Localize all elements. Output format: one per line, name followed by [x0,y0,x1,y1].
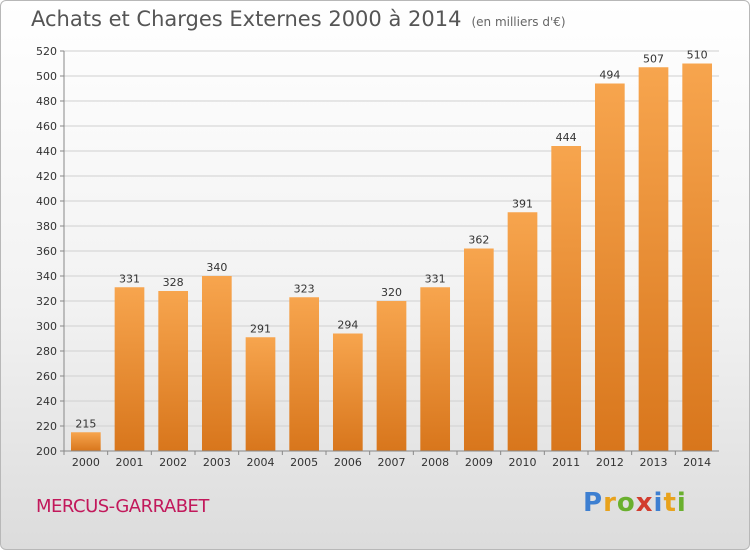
data-labels: 215 331 328 340 291 323 294 320 331 362 391 444 494 5… [75,49,707,431]
data-label: 444 [556,131,577,144]
bar-2010 [507,212,538,451]
x-tick-label: 2013 [640,456,668,469]
place-name: MERCUS-GARRABET [36,496,209,517]
bar-2004 [245,337,276,451]
data-label: 391 [512,197,533,210]
x-tick-label: 2001 [116,456,144,469]
logo-letter: i [653,488,664,518]
y-tick-label: 420 [36,170,57,183]
y-axis: 200 220 240 260 280 300 320 340 360 380 400 420 440 4… [36,45,65,458]
data-label: 494 [599,69,620,82]
x-tick-label: 2007 [378,456,406,469]
x-tick-label: 2003 [203,456,231,469]
y-tick-label: 320 [36,295,57,308]
y-tick-label: 400 [36,195,57,208]
y-tick-label: 520 [36,45,57,58]
y-tick-label: 340 [36,270,57,283]
bar-2005 [289,297,320,451]
data-label: 331 [119,272,140,285]
logo-letter: x [635,488,654,518]
logo-letter: r [603,488,617,518]
data-label: 362 [468,234,489,247]
bar-2002 [158,291,189,451]
bars [70,63,713,451]
y-tick-label: 280 [36,345,57,358]
bar-2008 [420,287,451,451]
x-tick-label: 2010 [509,456,537,469]
x-tick-label: 2011 [552,456,580,469]
bar-2014 [682,63,713,451]
bar-2007 [376,301,407,451]
x-tick-label: 2005 [290,456,318,469]
data-label: 510 [687,49,708,62]
y-tick-label: 220 [36,420,57,433]
bar-2006 [332,333,363,451]
data-label: 328 [163,276,184,289]
y-tick-label: 380 [36,220,57,233]
x-tick-label: 2000 [72,456,100,469]
x-tick-label: 2006 [334,456,362,469]
data-label: 291 [250,322,271,335]
logo-letter: i [676,488,687,518]
y-tick-label: 480 [36,95,57,108]
x-axis: 2000 2001 2002 2003 2004 2005 2006 2007 2008 2009… [63,450,719,469]
y-tick-label: 440 [36,145,57,158]
data-label: 320 [381,286,402,299]
bar-2009 [463,248,494,451]
logo-letter: o [616,488,636,518]
y-tick-label: 200 [36,445,57,458]
x-tick-label: 2004 [247,456,275,469]
data-label: 294 [337,319,358,332]
y-tick-label: 460 [36,120,57,133]
logo-letter: t [663,488,677,518]
data-label: 215 [75,417,96,430]
proxiti-logo: Proxiti [583,488,687,518]
bar-2011 [551,146,582,451]
y-tick-label: 240 [36,395,57,408]
x-tick-label: 2014 [683,456,711,469]
chart-title-text: Achats et Charges Externes 2000 à 2014 [31,7,462,31]
data-label: 507 [643,52,664,65]
bar-2000 [70,432,101,451]
data-label: 331 [425,272,446,285]
bar-2013 [638,67,669,451]
y-tick-label: 500 [36,70,57,83]
x-tick-label: 2012 [596,456,624,469]
data-label: 340 [206,261,227,274]
x-tick-label: 2009 [465,456,493,469]
y-tick-label: 360 [36,245,57,258]
y-tick-label: 260 [36,370,57,383]
bar-2003 [201,276,232,451]
logo-letter: P [583,488,604,518]
y-tick-label: 300 [36,320,57,333]
bar-2012 [594,83,625,451]
chart-subtitle: (en milliers d'€) [471,15,566,29]
chart-title: Achats et Charges Externes 2000 à 2014 (e… [31,7,566,31]
x-tick-label: 2008 [421,456,449,469]
x-tick-label: 2002 [159,456,187,469]
bar-2001 [114,287,145,451]
data-label: 323 [294,282,315,295]
